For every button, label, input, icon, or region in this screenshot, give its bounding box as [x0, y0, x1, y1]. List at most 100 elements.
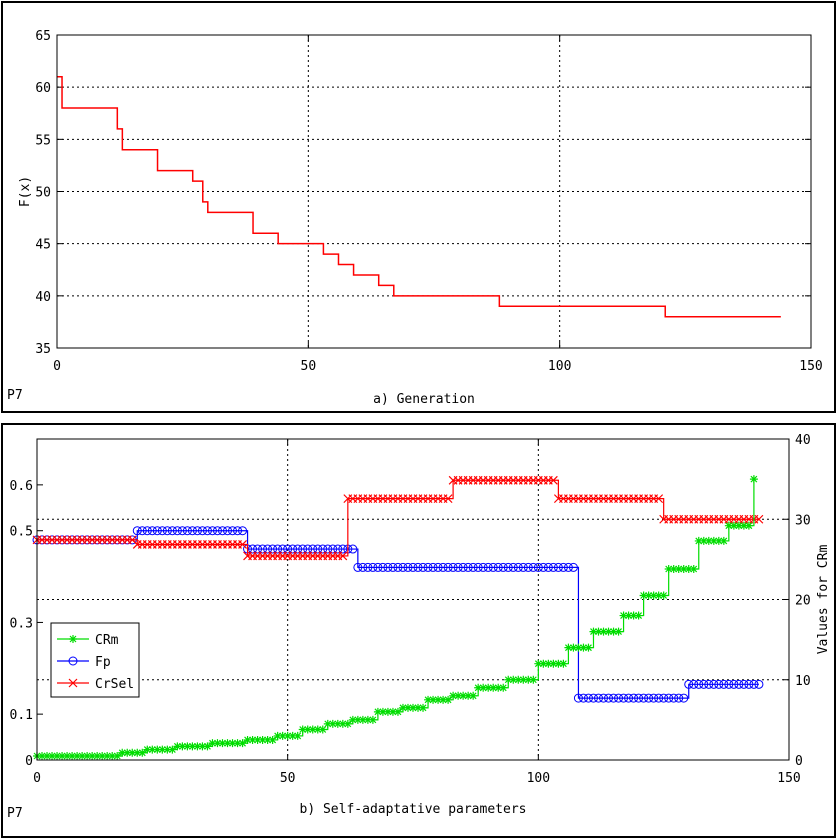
fp-point — [478, 562, 488, 572]
crm-point — [73, 751, 82, 760]
crm-point — [419, 703, 428, 712]
crm-series — [33, 475, 758, 760]
crm-point — [403, 703, 412, 712]
crm-point — [278, 731, 287, 740]
crm-point — [183, 742, 192, 751]
crm-point — [358, 715, 367, 724]
chart-panel-generation: 0 50 100 150 35 40 45 50 55 60 65 a) Generation F(x)… — [1, 1, 836, 413]
y-tick-label: 60 — [35, 81, 51, 96]
legend-crsel-marker — [68, 678, 78, 688]
x-tick-label: 100 — [548, 359, 571, 374]
x-axis-label: a) Generation — [373, 392, 475, 407]
legend-box — [50, 622, 140, 698]
crm-point — [714, 536, 723, 545]
crm-point — [679, 565, 688, 574]
crm-point — [434, 695, 443, 704]
fp-point — [558, 562, 568, 572]
y-tick-label: 40 — [35, 290, 51, 305]
x-tick-label: 50 — [280, 771, 296, 786]
fp-point — [428, 562, 438, 572]
crm-point — [178, 742, 187, 751]
crsel-point — [238, 540, 247, 549]
crm-point — [128, 748, 137, 757]
fp-point — [293, 544, 303, 554]
crm-point — [739, 521, 748, 530]
fp-point — [498, 562, 508, 572]
fp-point — [273, 544, 283, 554]
crm-point — [609, 627, 618, 636]
legend-crsel-label: CrSel — [95, 677, 134, 692]
crsel-point — [754, 514, 764, 524]
fp-point — [253, 544, 263, 554]
crm-point — [393, 707, 402, 716]
x-tick-label: 0 — [53, 359, 61, 374]
fp-point — [604, 693, 614, 703]
crm-point — [654, 591, 663, 600]
x-tick-label: 100 — [527, 771, 550, 786]
fp-point — [583, 693, 593, 703]
fp-point — [488, 562, 498, 572]
crm-point — [348, 715, 357, 724]
crm-point — [143, 745, 152, 754]
crm-point — [709, 536, 718, 545]
crm-point — [43, 751, 52, 760]
crm-point — [383, 707, 392, 716]
crm-point — [414, 703, 423, 712]
crm-point — [749, 475, 758, 484]
crm-point — [378, 707, 387, 716]
fp-point — [639, 693, 649, 703]
y-tick-label: 35 — [35, 342, 51, 357]
fp-point — [719, 679, 729, 689]
crm-point — [489, 683, 498, 692]
right-y-tick-label: 40 — [795, 433, 811, 448]
right-y-tick-label: 30 — [795, 513, 811, 528]
crm-point — [103, 751, 112, 760]
fp-point — [388, 562, 398, 572]
y-tick-label: 65 — [35, 29, 51, 44]
fp-point — [408, 562, 418, 572]
crm-point — [213, 739, 222, 748]
fp-point — [749, 679, 759, 689]
crm-point — [193, 742, 202, 751]
crm-point — [218, 739, 227, 748]
crm-point — [429, 695, 438, 704]
fp-point — [353, 562, 363, 572]
fp-point — [669, 693, 679, 703]
crm-point — [333, 719, 342, 728]
crm-point — [544, 659, 553, 668]
crm-point — [338, 719, 347, 728]
crm-point — [303, 725, 312, 734]
fp-point — [629, 693, 639, 703]
crm-point — [223, 739, 232, 748]
crm-point — [694, 536, 703, 545]
crm-point — [373, 707, 382, 716]
fp-point — [634, 693, 644, 703]
crm-point — [494, 683, 503, 692]
crm-point — [589, 627, 598, 636]
crm-point — [283, 731, 292, 740]
crm-point — [318, 725, 327, 734]
fp-point — [739, 679, 749, 689]
fx-series-line — [57, 75, 781, 318]
crm-point — [163, 745, 172, 754]
fp-point — [413, 562, 423, 572]
fp-point — [223, 526, 233, 536]
x-tick-label: 50 — [301, 359, 317, 374]
left-y-tick-label: 0.1 — [10, 708, 33, 723]
fp-point — [182, 526, 192, 536]
crm-point — [439, 695, 448, 704]
crm-point — [569, 643, 578, 652]
crm-point — [469, 691, 478, 700]
crm-point — [188, 742, 197, 751]
crm-point — [83, 751, 92, 760]
crm-point — [479, 683, 488, 692]
crm-point — [584, 643, 593, 652]
fp-point — [313, 544, 323, 554]
crm-point — [424, 695, 433, 704]
fp-point — [438, 562, 448, 572]
crm-point — [268, 735, 277, 744]
x-tick-label: 150 — [799, 359, 822, 374]
crm-point — [368, 715, 377, 724]
plot-frame — [36, 438, 790, 761]
crm-point — [148, 745, 157, 754]
